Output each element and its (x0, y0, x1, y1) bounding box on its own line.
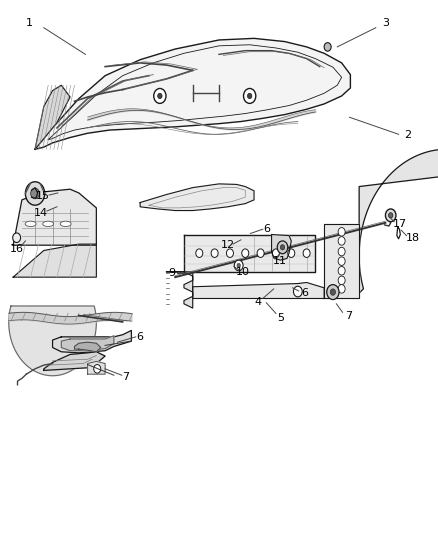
Text: 11: 11 (272, 256, 286, 266)
Text: 7: 7 (345, 311, 352, 320)
Circle shape (25, 182, 45, 205)
Circle shape (330, 289, 336, 295)
Circle shape (244, 88, 256, 103)
Circle shape (385, 209, 396, 222)
Circle shape (211, 249, 218, 257)
Text: 1: 1 (26, 19, 33, 28)
Circle shape (277, 241, 288, 254)
Circle shape (234, 260, 243, 271)
Text: 17: 17 (392, 219, 406, 229)
Circle shape (288, 249, 295, 257)
Circle shape (158, 93, 162, 99)
Polygon shape (74, 342, 101, 352)
Text: 14: 14 (34, 208, 48, 218)
Text: 6: 6 (264, 224, 271, 234)
Text: 2: 2 (404, 131, 411, 140)
Polygon shape (53, 330, 131, 353)
Circle shape (338, 266, 345, 275)
Polygon shape (272, 235, 291, 260)
Circle shape (338, 228, 345, 236)
Polygon shape (44, 352, 105, 370)
Circle shape (338, 276, 345, 285)
Circle shape (247, 93, 252, 99)
Circle shape (13, 233, 21, 243)
Polygon shape (184, 235, 315, 272)
Polygon shape (13, 244, 96, 277)
Polygon shape (61, 336, 114, 351)
Circle shape (31, 188, 39, 199)
Text: 12: 12 (221, 240, 235, 250)
Circle shape (389, 213, 393, 218)
Circle shape (293, 286, 302, 297)
Text: 5: 5 (277, 313, 284, 322)
Text: 6: 6 (136, 332, 143, 342)
Circle shape (327, 285, 339, 300)
Ellipse shape (25, 221, 36, 227)
Polygon shape (35, 38, 350, 149)
Circle shape (303, 249, 310, 257)
Circle shape (226, 249, 233, 257)
Polygon shape (35, 85, 70, 149)
Circle shape (257, 249, 264, 257)
Polygon shape (9, 306, 96, 376)
Text: 7: 7 (122, 373, 129, 382)
Text: 4: 4 (255, 297, 262, 306)
Polygon shape (13, 189, 96, 245)
Text: 9: 9 (168, 268, 175, 278)
Text: 3: 3 (382, 19, 389, 28)
Circle shape (242, 249, 249, 257)
Text: 6: 6 (301, 288, 308, 298)
Text: 15: 15 (36, 191, 50, 201)
Circle shape (324, 43, 331, 51)
Circle shape (338, 257, 345, 265)
Text: 18: 18 (406, 233, 420, 243)
Circle shape (272, 249, 279, 257)
Circle shape (338, 247, 345, 256)
Text: 16: 16 (10, 245, 24, 254)
Polygon shape (140, 184, 254, 211)
Ellipse shape (42, 221, 53, 227)
Polygon shape (193, 282, 324, 298)
Circle shape (338, 285, 345, 293)
Polygon shape (88, 361, 105, 374)
Polygon shape (324, 224, 359, 298)
Polygon shape (359, 149, 438, 293)
Ellipse shape (60, 221, 71, 227)
Circle shape (196, 249, 203, 257)
Circle shape (338, 237, 345, 245)
Circle shape (154, 88, 166, 103)
Circle shape (280, 245, 285, 250)
Circle shape (237, 263, 240, 268)
Text: 10: 10 (236, 267, 250, 277)
Circle shape (94, 365, 101, 373)
Polygon shape (166, 272, 193, 308)
